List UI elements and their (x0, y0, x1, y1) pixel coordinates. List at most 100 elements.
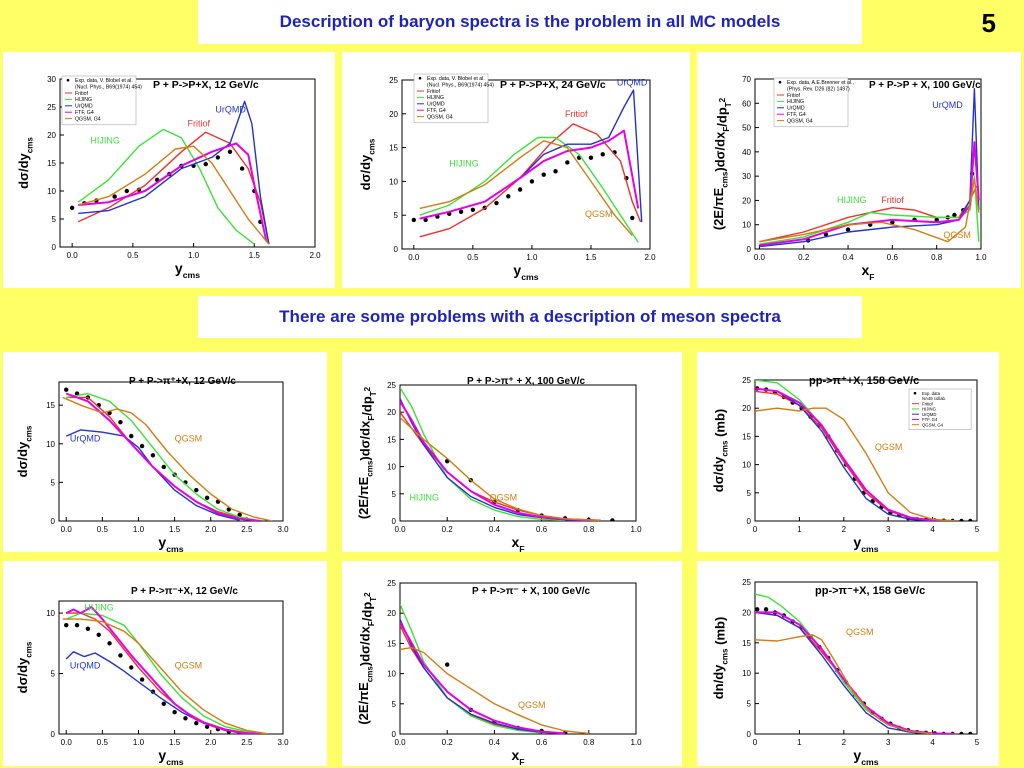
legend-entry: QGSM, G4 (75, 116, 101, 122)
x-tick-label: 1 (797, 738, 802, 747)
data-point (968, 518, 973, 521)
x-tick-label: 3 (886, 738, 891, 747)
data-point (237, 512, 242, 518)
data-point (172, 710, 177, 715)
chart-svg: 0.0 0.2 0.4 0.6 0.8 1.0 0 10 20 30 40 50 60 70 xF (2E/π… (711, 75, 987, 282)
x-tick-label: 0.0 (61, 525, 73, 534)
curve-annotation: QGSM (585, 209, 613, 219)
curve-annotation: UrQMD (215, 105, 246, 115)
x-tick-label: 0.5 (467, 253, 479, 262)
y-tick-label: 5 (747, 489, 752, 498)
data-point (203, 161, 208, 167)
x-tick-label: 0.0 (394, 738, 406, 747)
curve-annotation: UrQMD (70, 661, 101, 671)
plot-area (755, 593, 973, 734)
x-tick-label: 5 (975, 738, 980, 747)
x-axis-label: ycms (158, 534, 183, 552)
plot-frame (401, 79, 651, 250)
y-tick-label: 25 (389, 76, 398, 85)
legend-entry: Exp. data, A.E.Brenner et al., (787, 80, 854, 86)
series-line-qgsm-g4 (755, 634, 933, 734)
chart-title: P + P->π⁺+X, 12 GeV/c (129, 376, 236, 387)
plot-area (62, 606, 269, 734)
curve-annotation: HIJING (409, 492, 439, 502)
x-tick-label: 5 (975, 525, 980, 534)
x-tick-label: 2.0 (205, 525, 217, 534)
legend-entry: FTF, G4 (75, 110, 94, 116)
x-tick-label: 0.4 (489, 525, 501, 534)
series-line-ftf-g4 (78, 142, 268, 242)
data-point (64, 622, 69, 628)
y-tick-label: 10 (387, 670, 396, 679)
data-point (85, 626, 91, 632)
curve-annotation: Fritiof (188, 119, 211, 129)
series-line-hijing (65, 612, 269, 734)
chart-svg: 0.0 0.2 0.4 0.6 0.8 1.0 0 5 10 15 20 25 xF (2E/πEcms)… (356, 579, 642, 766)
data-point (118, 653, 123, 658)
y-tick-label: 0 (51, 730, 56, 739)
series-line-fritiof (400, 624, 566, 734)
data-point (423, 217, 428, 223)
plot-frame (58, 381, 284, 522)
plot-area (69, 100, 270, 245)
slide-subtitle: There are some problems with a descripti… (279, 307, 781, 326)
data-point (755, 607, 760, 612)
data-point (112, 194, 117, 199)
legend-entry: NA49 collab. (922, 396, 946, 401)
data-point (96, 632, 101, 638)
curve-annotation: HIJING (837, 195, 867, 205)
plot-area (755, 380, 973, 521)
data-point (129, 665, 134, 670)
chart-panel-5: 0.0 0.2 0.4 0.6 0.8 1.0 0 5 10 15 20 25 xF (2E/πEcms)… (342, 352, 682, 552)
data-point (565, 160, 570, 165)
data-point (959, 731, 964, 734)
curve-annotation: QGSM (175, 433, 203, 443)
y-tick-label: 20 (47, 131, 56, 140)
legend: Exp. data, V. Blobel et al.(Nucl. Phys.,… (61, 75, 142, 126)
legend-box (413, 73, 489, 124)
y-axis-label: dn/dycms (mb) (711, 617, 730, 700)
x-tick-label: 3 (886, 525, 891, 534)
x-tick-label: 1.5 (249, 251, 261, 260)
y-tick-label: 0 (394, 245, 399, 254)
data-point (239, 166, 245, 171)
legend-marker (66, 78, 70, 82)
x-tick-label: 0 (753, 525, 758, 534)
legend-entry: HIJING (427, 95, 444, 101)
slide-title: Description of baryon spectra is the pro… (279, 12, 781, 31)
x-tick-label: 1.0 (188, 251, 200, 260)
legend-entry: QGSM, G4 (922, 422, 944, 427)
data-point (506, 194, 511, 199)
series-line-ftf-g4 (65, 392, 262, 521)
curve-annotation: QGSM (175, 661, 203, 671)
chart-title: P + P->π⁻ + X, 100 GeV/c (472, 586, 591, 597)
series-line-urqmd (78, 100, 270, 245)
y-tick-label: 20 (389, 110, 398, 119)
y-tick-label: 0 (392, 517, 397, 526)
y-tick-label: 0 (52, 243, 57, 252)
chart-title: pp->π⁺+X, 158 GeV/c (809, 375, 919, 387)
data-point (194, 720, 199, 726)
series-line-ftf-g4 (400, 400, 601, 521)
legend: Exp. data, A.E.Brenner et al.,(Phys. Rev… (773, 77, 854, 128)
x-tick-label: 4 (930, 738, 935, 747)
x-tick-label: 1.0 (526, 253, 538, 262)
plot-area (400, 603, 589, 734)
curve-annotation: UrQMD (932, 100, 963, 110)
x-axis-label: ycms (853, 747, 878, 766)
y-tick-label: 15 (742, 639, 751, 648)
data-point (227, 149, 233, 154)
y-tick-label: 10 (46, 609, 55, 618)
y-tick-label: 25 (387, 381, 396, 390)
y-tick-label: 60 (742, 99, 751, 108)
plot-frame (399, 384, 637, 522)
curve-annotation: QGSM (518, 700, 546, 710)
data-point (470, 207, 476, 212)
y-tick-label: 10 (742, 221, 751, 230)
y-tick-label: 5 (392, 700, 397, 709)
plot-frame (754, 581, 978, 735)
curve-annotation: QGSM (846, 627, 874, 637)
x-axis-label: xF (511, 534, 524, 552)
x-tick-label: 1.5 (169, 738, 181, 747)
chart-panel-7: 0.0 0.5 1.0 1.5 2.0 2.5 3.0 0 5 10 ycms dσ/dycms HIJ… (3, 561, 327, 766)
